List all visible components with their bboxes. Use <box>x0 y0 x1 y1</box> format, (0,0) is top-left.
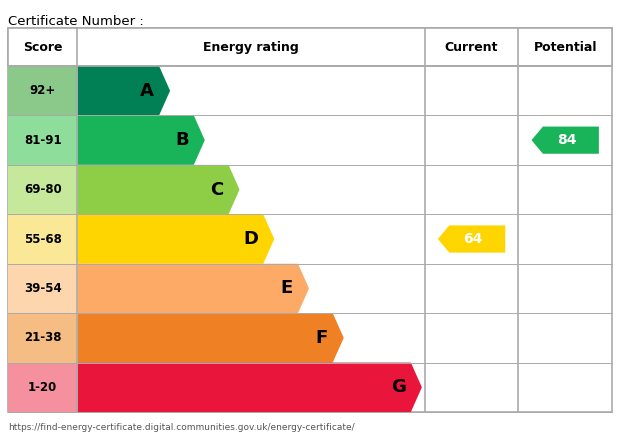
Polygon shape <box>438 225 505 253</box>
Polygon shape <box>78 363 422 412</box>
Polygon shape <box>78 165 239 214</box>
Bar <box>8 264 78 313</box>
Text: E: E <box>281 279 293 297</box>
Bar <box>8 214 78 264</box>
Text: Certificate Number :: Certificate Number : <box>8 15 144 28</box>
Text: 21-38: 21-38 <box>24 331 61 345</box>
Text: Current: Current <box>445 40 498 54</box>
Bar <box>8 28 612 66</box>
Text: Energy rating: Energy rating <box>203 40 299 54</box>
Text: A: A <box>140 82 154 100</box>
Text: Potential: Potential <box>533 40 597 54</box>
Bar <box>8 363 78 412</box>
Bar <box>8 66 78 115</box>
Text: 1-20: 1-20 <box>28 381 58 394</box>
Text: B: B <box>175 131 189 149</box>
Text: 84: 84 <box>557 133 577 147</box>
Text: Score: Score <box>23 40 63 54</box>
Polygon shape <box>78 264 309 313</box>
Text: 69-80: 69-80 <box>24 183 61 196</box>
Text: C: C <box>210 180 224 198</box>
Text: https://find-energy-certificate.digital.communities.gov.uk/energy-certificate/: https://find-energy-certificate.digital.… <box>8 423 355 432</box>
Text: 81-91: 81-91 <box>24 134 61 147</box>
Bar <box>8 313 78 363</box>
Polygon shape <box>78 214 274 264</box>
Polygon shape <box>78 313 343 363</box>
Text: F: F <box>316 329 328 347</box>
Text: D: D <box>243 230 259 248</box>
Text: 55-68: 55-68 <box>24 232 61 246</box>
Bar <box>8 28 612 412</box>
Text: 64: 64 <box>464 232 483 246</box>
Polygon shape <box>78 66 170 115</box>
Text: 39-54: 39-54 <box>24 282 61 295</box>
Text: G: G <box>391 378 406 396</box>
Bar <box>8 115 78 165</box>
Bar <box>8 165 78 214</box>
Polygon shape <box>78 115 205 165</box>
Text: 92+: 92+ <box>30 84 56 97</box>
Polygon shape <box>531 127 599 154</box>
